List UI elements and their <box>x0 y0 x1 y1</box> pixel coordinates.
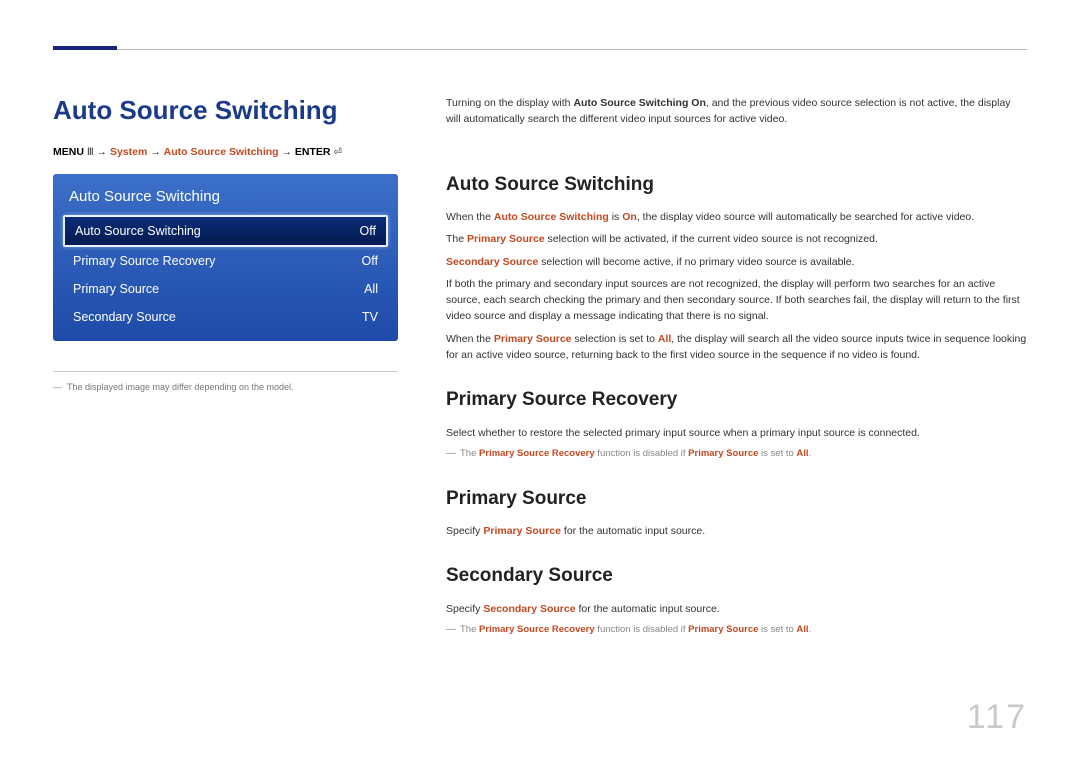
divider <box>53 371 398 372</box>
breadcrumb-item: Auto Source Switching <box>164 146 279 158</box>
t: function is disabled if <box>595 624 688 635</box>
menu-row-label: Primary Source <box>73 282 159 296</box>
right-column: Turning on the display with Auto Source … <box>446 95 1027 642</box>
t: . <box>809 448 812 459</box>
t: Auto Source Switching <box>494 211 609 223</box>
t: Auto Source Switching On <box>573 97 705 109</box>
t: All <box>796 448 808 459</box>
t: Specify <box>446 603 483 615</box>
t: selection is set to <box>572 333 658 345</box>
t: function is disabled if <box>595 448 688 459</box>
t: All <box>796 624 808 635</box>
t: On <box>622 211 637 223</box>
t: Primary Source <box>483 525 561 537</box>
breadcrumb-system: System <box>110 146 147 158</box>
t: selection will become active, if no prim… <box>538 256 854 268</box>
menu-row-value: Off <box>362 254 378 268</box>
t: Primary Source <box>494 333 572 345</box>
heading-auto-source-switching: Auto Source Switching <box>446 170 1027 199</box>
left-note: The displayed image may differ depending… <box>53 382 398 392</box>
left-column: Auto Source Switching MENU Ⅲ → System → … <box>53 95 398 642</box>
menu-panel-title: Auto Source Switching <box>63 184 388 215</box>
t: Primary Source <box>467 233 545 245</box>
t: Turning on the display with <box>446 97 573 109</box>
note-1: The Primary Source Recovery function is … <box>446 447 1027 462</box>
menu-icon: Ⅲ <box>87 147 97 158</box>
t: is <box>609 211 622 223</box>
t: The <box>460 448 479 459</box>
heading-primary-source-recovery: Primary Source Recovery <box>446 385 1027 414</box>
intro-paragraph: Turning on the display with Auto Source … <box>446 95 1027 128</box>
menu-row-label: Auto Source Switching <box>75 224 201 238</box>
t: Primary Source <box>688 624 758 635</box>
menu-rows-container: Auto Source SwitchingOffPrimary Source R… <box>63 215 388 331</box>
menu-row-value: Off <box>360 224 376 238</box>
menu-row[interactable]: Primary Source Recovery Off <box>63 247 388 275</box>
heading-secondary-source: Secondary Source <box>446 561 1027 590</box>
t: is set to <box>758 624 796 635</box>
menu-row-label: Primary Source Recovery <box>73 254 215 268</box>
p1: When the Auto Source Switching is On, th… <box>446 209 1027 225</box>
t: When the <box>446 333 494 345</box>
t: The <box>460 624 479 635</box>
menu-row-label: Secondary Source <box>73 310 176 324</box>
menu-row[interactable]: Secondary Source TV <box>63 303 388 331</box>
page-number: 117 <box>967 698 1027 737</box>
note-2: The Primary Source Recovery function is … <box>446 623 1027 638</box>
t: Secondary Source <box>483 603 575 615</box>
t: . <box>809 624 812 635</box>
t: is set to <box>758 448 796 459</box>
t: Primary Source Recovery <box>479 448 595 459</box>
menu-row[interactable]: Primary Source All <box>63 275 388 303</box>
t: Specify <box>446 525 483 537</box>
breadcrumb-arrow-1: → <box>97 146 108 158</box>
page-title: Auto Source Switching <box>53 95 398 126</box>
t: for the automatic input source. <box>561 525 705 537</box>
breadcrumb-arrow-2: → <box>150 146 161 158</box>
header-marker <box>53 46 117 50</box>
p3: Secondary Source selection will become a… <box>446 254 1027 270</box>
page-container: Auto Source Switching MENU Ⅲ → System → … <box>0 0 1080 642</box>
t: All <box>658 333 671 345</box>
t: When the <box>446 211 494 223</box>
t: The <box>446 233 467 245</box>
menu-row[interactable]: Auto Source Switching Off <box>63 215 388 247</box>
p7: Specify Primary Source for the automatic… <box>446 523 1027 539</box>
p2: The Primary Source selection will be act… <box>446 231 1027 247</box>
t: selection will be activated, if the curr… <box>545 233 878 245</box>
p6: Select whether to restore the selected p… <box>446 425 1027 441</box>
t: , the display video source will automati… <box>637 211 974 223</box>
breadcrumb-arrow-3: → <box>282 146 293 158</box>
p4: If both the primary and secondary input … <box>446 276 1027 325</box>
p8: Specify Secondary Source for the automat… <box>446 601 1027 617</box>
t: Primary Source Recovery <box>479 624 595 635</box>
t: Primary Source <box>688 448 758 459</box>
breadcrumb: MENU Ⅲ → System → Auto Source Switching … <box>53 146 398 158</box>
breadcrumb-enter: ENTER <box>295 146 331 158</box>
heading-primary-source: Primary Source <box>446 484 1027 513</box>
breadcrumb-menu: MENU <box>53 146 84 158</box>
t: for the automatic input source. <box>576 603 720 615</box>
menu-row-value: TV <box>362 310 378 324</box>
header-rule <box>117 49 1027 50</box>
t: Secondary Source <box>446 256 538 268</box>
menu-row-value: All <box>364 282 378 296</box>
p5: When the Primary Source selection is set… <box>446 331 1027 364</box>
enter-icon: ⏎ <box>333 147 341 158</box>
menu-panel: Auto Source Switching Auto Source Switch… <box>53 174 398 341</box>
